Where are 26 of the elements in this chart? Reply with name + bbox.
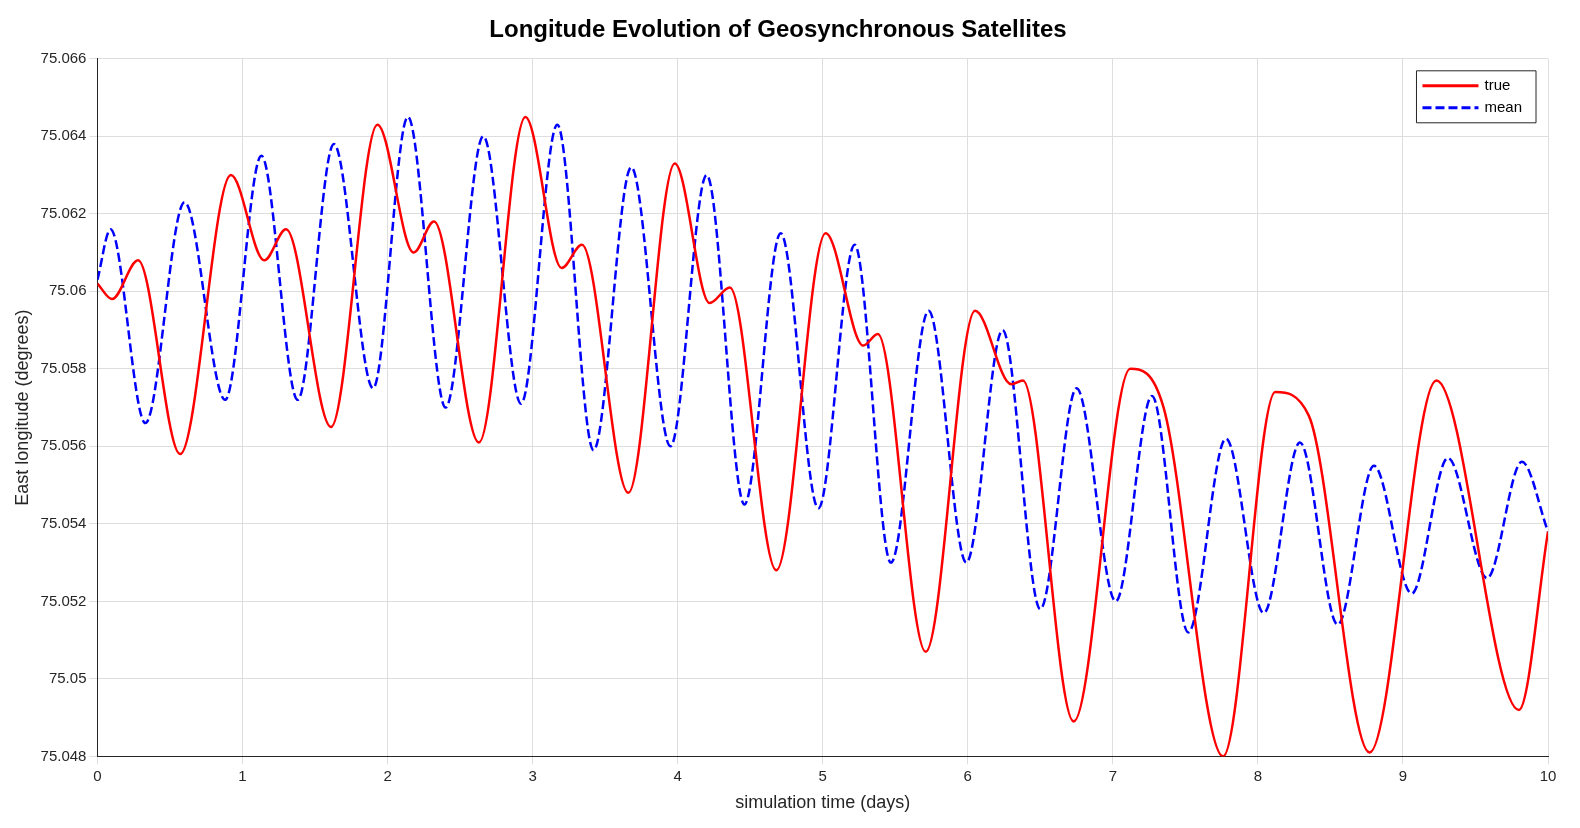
y-tick-label: 75.05 xyxy=(48,669,87,687)
x-tick-label: 8 xyxy=(1253,766,1263,784)
y-tick-label: 75.048 xyxy=(40,746,87,764)
x-tick-label: 0 xyxy=(93,766,102,784)
legend-label: true xyxy=(1484,75,1511,93)
y-tick-label: 75.058 xyxy=(40,358,87,376)
y-axis-title: East longitude (degrees) xyxy=(11,309,32,506)
chart-title: Longitude Evolution of Geosynchronous Satellites xyxy=(489,15,1067,43)
x-tick-label: 3 xyxy=(528,766,537,784)
x-tick-label: 2 xyxy=(383,766,392,784)
y-tick-label: 75.066 xyxy=(40,48,87,66)
x-tick-label: 1 xyxy=(238,766,247,784)
x-tick-label: 10 xyxy=(1539,766,1557,784)
y-tick-label: 75.062 xyxy=(40,203,87,221)
x-tick-label: 4 xyxy=(673,766,682,784)
y-tick-label: 75.06 xyxy=(48,281,87,299)
x-tick-label: 7 xyxy=(1108,766,1118,784)
y-tick-label: 75.056 xyxy=(40,436,87,454)
x-tick-label: 9 xyxy=(1398,766,1408,784)
x-axis-title: simulation time (days) xyxy=(735,792,911,813)
legend-label: mean xyxy=(1484,97,1523,115)
y-tick-label: 75.064 xyxy=(40,126,87,144)
y-tick-label: 75.054 xyxy=(40,514,87,532)
y-tick-label: 75.052 xyxy=(40,591,87,609)
x-tick-label: 6 xyxy=(963,766,972,784)
x-tick-label: 5 xyxy=(818,766,827,784)
